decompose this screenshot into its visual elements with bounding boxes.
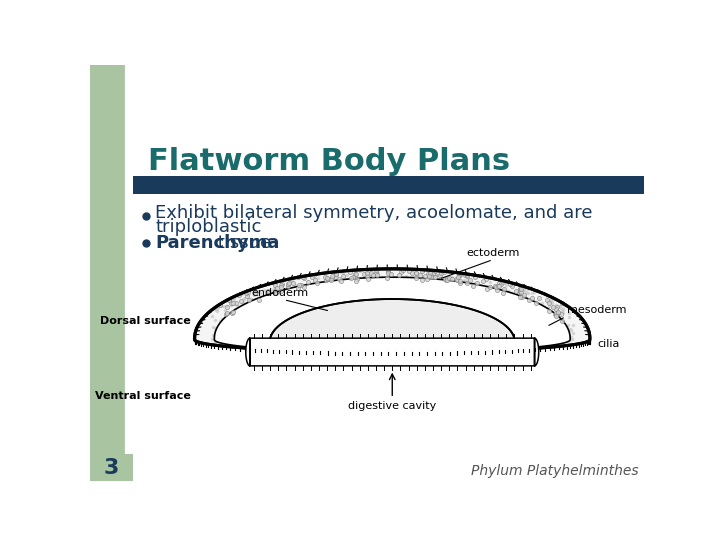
Text: Dorsal surface: Dorsal surface [100, 316, 191, 326]
Text: digestive cavity: digestive cavity [348, 401, 436, 411]
Text: triploblastic: triploblastic [155, 218, 261, 237]
Text: ectoderm: ectoderm [467, 248, 520, 258]
Text: cilia: cilia [598, 339, 620, 349]
Polygon shape [270, 299, 515, 342]
Text: Ventral surface: Ventral surface [95, 391, 191, 401]
Bar [90, 454, 132, 481]
FancyBboxPatch shape [125, 57, 656, 488]
Polygon shape [132, 65, 300, 188]
Bar [132, 177, 644, 194]
Text: Exhibit bilateral symmetry, acoelomate, and are: Exhibit bilateral symmetry, acoelomate, … [155, 204, 593, 221]
Text: mesoderm: mesoderm [567, 305, 627, 315]
Text: endoderm: endoderm [251, 288, 308, 298]
Text: Flatworm Body Plans: Flatworm Body Plans [148, 146, 510, 176]
Text: tissue: tissue [212, 234, 271, 252]
Text: Phylum Platyhelminthes: Phylum Platyhelminthes [471, 464, 639, 478]
Polygon shape [215, 277, 570, 352]
Polygon shape [246, 338, 539, 366]
Polygon shape [194, 269, 590, 352]
Text: 3: 3 [103, 457, 119, 477]
Polygon shape [90, 65, 132, 481]
Text: Parenchyma: Parenchyma [155, 234, 279, 252]
